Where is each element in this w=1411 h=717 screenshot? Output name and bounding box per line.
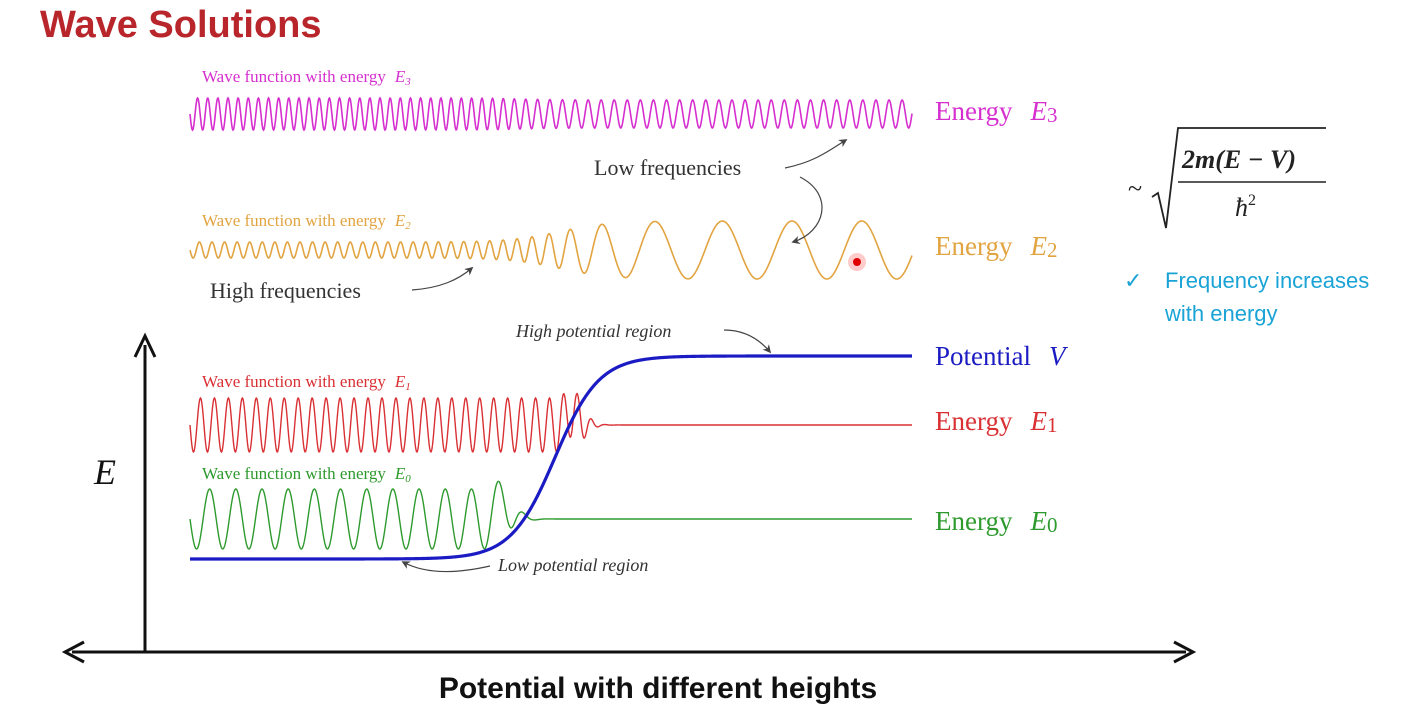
low-frequencies-annotation: Low frequencies [594, 155, 741, 180]
wave-e2-curve [189, 220, 913, 280]
high-frequencies-arrow [411, 266, 474, 291]
note-line-1: Frequency increases [1165, 268, 1370, 293]
energy-axis-symbol: E [93, 452, 116, 492]
wave-e1-curve [189, 392, 912, 454]
wave-e3-label: Wave function with energy E3 [202, 67, 411, 88]
horizontal-axis-title: Potential with different heights [438, 672, 878, 705]
low-potential-region-arrow [401, 561, 491, 573]
potential-label: Potential V [935, 341, 1069, 371]
energy-e2-label: Energy E2 [935, 231, 1057, 262]
vertical-axis-arrowhead [133, 332, 157, 358]
low-potential-region-annotation: Low potential region [497, 555, 648, 575]
formula-tilde: ~ [1128, 174, 1142, 203]
wave-e0-label: Wave function with energy E0 [202, 464, 411, 485]
formula-sqrt-sign [1151, 127, 1326, 229]
wave-e3-curve [189, 96, 913, 132]
check-icon: ✓ [1124, 268, 1143, 293]
high-potential-region-arrow [723, 329, 772, 354]
formula-numerator: 2m(E − V) [1181, 145, 1296, 174]
horizontal-axis-left-arrowhead [61, 640, 85, 664]
pointer-dot [853, 258, 861, 266]
wave-e2-label: Wave function with energy E2 [202, 211, 411, 232]
high-potential-region-annotation: High potential region [515, 321, 671, 341]
slide-title: Wave Solutions [40, 4, 322, 46]
formula-denominator: ħ2 [1235, 192, 1256, 222]
energy-e3-label: Energy E3 [935, 96, 1057, 127]
wave-e0-curve [189, 480, 912, 550]
high-frequencies-annotation: High frequencies [210, 278, 361, 303]
note-line-2: with energy [1165, 301, 1278, 326]
low-frequencies-arrow-up [784, 139, 848, 169]
potential-curve [190, 354, 912, 561]
wave-e1-label: Wave function with energy E1 [202, 372, 411, 393]
energy-e1-label: Energy E1 [935, 406, 1057, 437]
energy-e0-label: Energy E0 [935, 506, 1057, 537]
low-frequencies-arrow-down [791, 176, 823, 244]
horizontal-axis-right-arrowhead [1173, 640, 1197, 664]
